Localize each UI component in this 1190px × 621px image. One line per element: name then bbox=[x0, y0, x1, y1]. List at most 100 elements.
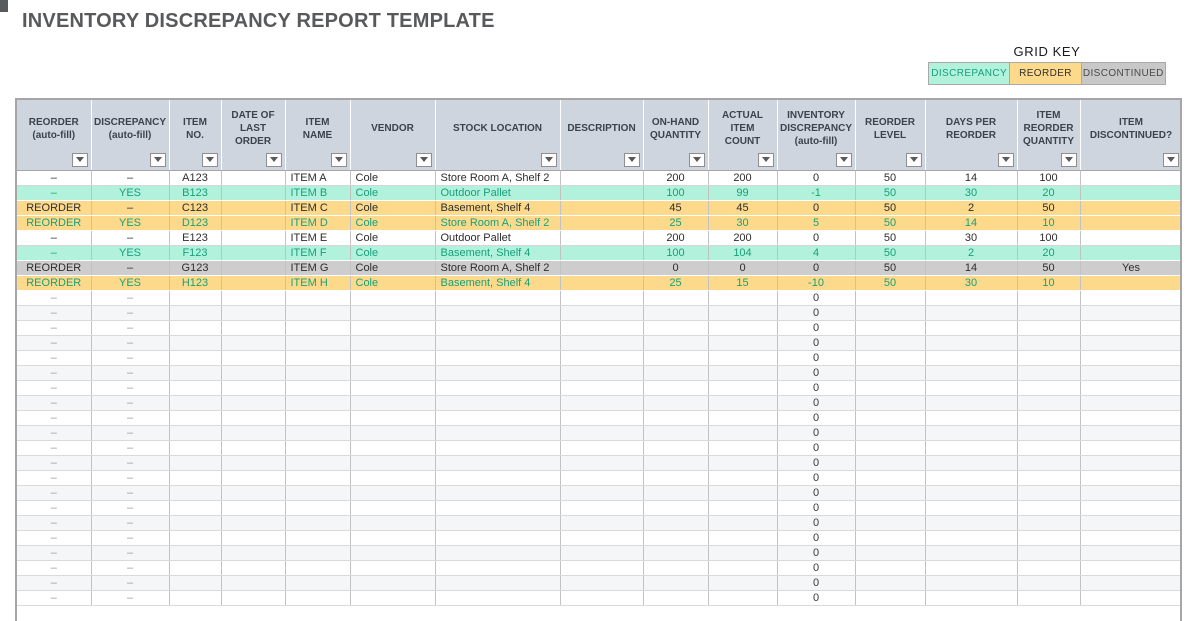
cell[interactable] bbox=[708, 395, 778, 411]
cell[interactable] bbox=[169, 545, 222, 561]
cell[interactable] bbox=[643, 500, 709, 516]
cell[interactable]: – bbox=[91, 365, 170, 381]
cell[interactable]: – bbox=[17, 170, 92, 186]
cell[interactable]: REORDER bbox=[17, 275, 92, 291]
cell[interactable] bbox=[560, 215, 644, 231]
cell[interactable] bbox=[221, 185, 286, 201]
cell[interactable]: 0 bbox=[777, 515, 856, 531]
cell[interactable]: 15 bbox=[708, 275, 778, 291]
cell[interactable] bbox=[1080, 200, 1180, 216]
cell[interactable] bbox=[560, 485, 644, 501]
cell[interactable] bbox=[925, 425, 1018, 441]
cell[interactable] bbox=[1017, 455, 1081, 471]
cell[interactable] bbox=[435, 305, 561, 321]
cell[interactable] bbox=[1080, 590, 1180, 606]
cell[interactable] bbox=[708, 440, 778, 456]
cell[interactable]: – bbox=[17, 560, 92, 576]
cell[interactable] bbox=[1017, 515, 1081, 531]
cell[interactable]: – bbox=[91, 500, 170, 516]
cell[interactable] bbox=[925, 380, 1018, 396]
cell[interactable] bbox=[925, 395, 1018, 411]
cell[interactable] bbox=[855, 305, 926, 321]
cell[interactable] bbox=[1080, 530, 1180, 546]
cell[interactable]: 100 bbox=[643, 245, 709, 261]
cell[interactable] bbox=[1017, 440, 1081, 456]
cell[interactable] bbox=[643, 425, 709, 441]
cell[interactable] bbox=[560, 170, 644, 186]
cell[interactable]: – bbox=[91, 335, 170, 351]
cell[interactable] bbox=[925, 470, 1018, 486]
cell[interactable] bbox=[925, 485, 1018, 501]
cell[interactable]: G123 bbox=[169, 260, 222, 276]
cell[interactable]: ITEM H bbox=[285, 275, 351, 291]
cell[interactable] bbox=[221, 305, 286, 321]
cell[interactable]: 100 bbox=[643, 185, 709, 201]
cell[interactable]: 0 bbox=[777, 365, 856, 381]
cell[interactable] bbox=[169, 365, 222, 381]
cell[interactable] bbox=[285, 290, 351, 306]
cell[interactable] bbox=[560, 440, 644, 456]
cell[interactable] bbox=[855, 395, 926, 411]
cell[interactable] bbox=[925, 575, 1018, 591]
cell[interactable]: Cole bbox=[350, 275, 436, 291]
cell[interactable]: ITEM D bbox=[285, 215, 351, 231]
cell[interactable] bbox=[221, 485, 286, 501]
column-filter-button[interactable] bbox=[540, 152, 557, 167]
cell[interactable] bbox=[560, 350, 644, 366]
cell[interactable] bbox=[1017, 335, 1081, 351]
cell[interactable]: 104 bbox=[708, 245, 778, 261]
cell[interactable]: – bbox=[17, 230, 92, 246]
cell[interactable] bbox=[169, 530, 222, 546]
cell[interactable] bbox=[925, 560, 1018, 576]
cell[interactable] bbox=[350, 590, 436, 606]
cell[interactable] bbox=[643, 380, 709, 396]
cell[interactable] bbox=[221, 575, 286, 591]
cell[interactable] bbox=[1017, 320, 1081, 336]
cell[interactable] bbox=[925, 305, 1018, 321]
cell[interactable]: Cole bbox=[350, 260, 436, 276]
cell[interactable] bbox=[169, 395, 222, 411]
cell[interactable]: 50 bbox=[855, 245, 926, 261]
cell[interactable] bbox=[169, 410, 222, 426]
cell[interactable] bbox=[643, 515, 709, 531]
cell[interactable] bbox=[1080, 305, 1180, 321]
cell[interactable] bbox=[708, 560, 778, 576]
cell[interactable]: – bbox=[91, 470, 170, 486]
cell[interactable] bbox=[708, 425, 778, 441]
cell[interactable] bbox=[285, 410, 351, 426]
cell[interactable] bbox=[435, 500, 561, 516]
cell[interactable] bbox=[1080, 350, 1180, 366]
column-filter-button[interactable] bbox=[71, 152, 88, 167]
cell[interactable] bbox=[285, 575, 351, 591]
cell[interactable] bbox=[285, 335, 351, 351]
cell[interactable] bbox=[435, 545, 561, 561]
cell[interactable]: 0 bbox=[777, 200, 856, 216]
cell[interactable]: 14 bbox=[925, 170, 1018, 186]
cell[interactable] bbox=[350, 365, 436, 381]
cell[interactable] bbox=[435, 560, 561, 576]
cell[interactable] bbox=[1080, 515, 1180, 531]
cell[interactable] bbox=[560, 575, 644, 591]
cell[interactable] bbox=[350, 530, 436, 546]
cell[interactable]: – bbox=[17, 320, 92, 336]
cell[interactable] bbox=[285, 320, 351, 336]
cell[interactable]: YES bbox=[91, 215, 170, 231]
cell[interactable] bbox=[350, 575, 436, 591]
cell[interactable] bbox=[1017, 470, 1081, 486]
cell[interactable] bbox=[855, 410, 926, 426]
cell[interactable]: – bbox=[91, 290, 170, 306]
cell[interactable] bbox=[350, 545, 436, 561]
cell[interactable]: 14 bbox=[925, 260, 1018, 276]
cell[interactable] bbox=[925, 350, 1018, 366]
cell[interactable]: 0 bbox=[777, 320, 856, 336]
cell[interactable] bbox=[169, 350, 222, 366]
cell[interactable] bbox=[855, 545, 926, 561]
cell[interactable]: 0 bbox=[777, 575, 856, 591]
cell[interactable] bbox=[643, 365, 709, 381]
cell[interactable]: 50 bbox=[855, 170, 926, 186]
column-filter-button[interactable] bbox=[201, 152, 218, 167]
cell[interactable] bbox=[925, 410, 1018, 426]
cell[interactable]: – bbox=[91, 260, 170, 276]
cell[interactable] bbox=[350, 290, 436, 306]
column-filter-button[interactable] bbox=[688, 152, 705, 167]
